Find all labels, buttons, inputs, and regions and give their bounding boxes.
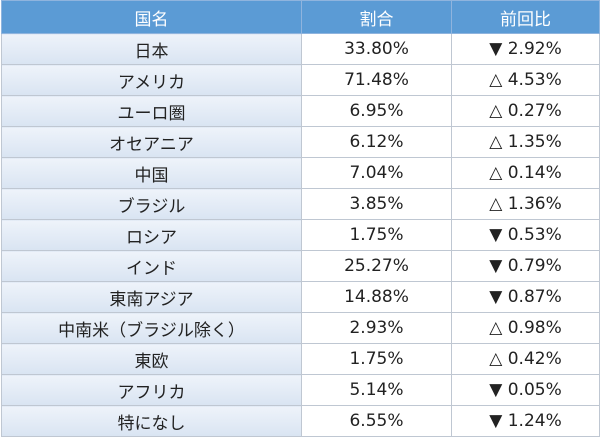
country-cell: ブラジル — [1, 188, 302, 220]
table-row: ユーロ圏 6.95% △ 0.27% — [1, 95, 600, 127]
share-cell: 3.85% — [301, 188, 452, 220]
data-table: 国名 割合 前回比 日本 33.80% ▼ 2.92% アメリカ 71.48% △ 4.53%… — [1, 0, 600, 437]
country-cell: インド — [1, 250, 302, 282]
change-cell: △ 1.36% — [451, 188, 600, 220]
table-row: ブラジル 3.85% △ 1.36% — [1, 188, 600, 220]
share-cell: 5.14% — [301, 374, 452, 406]
change-cell: ▼ 0.53% — [451, 219, 600, 251]
change-cell: △ 1.35% — [451, 126, 600, 158]
table-row: オセアニア 6.12% △ 1.35% — [1, 126, 600, 158]
share-cell: 33.80% — [301, 33, 452, 65]
change-cell: △ 0.42% — [451, 343, 600, 375]
country-cell: アメリカ — [1, 64, 302, 96]
table-row: 東欧 1.75% △ 0.42% — [1, 343, 600, 375]
share-cell: 71.48% — [301, 64, 452, 96]
country-cell: 東欧 — [1, 343, 302, 375]
share-cell: 1.75% — [301, 219, 452, 251]
change-cell: △ 0.27% — [451, 95, 600, 127]
header-cell: 前回比 — [451, 0, 600, 34]
share-cell: 6.95% — [301, 95, 452, 127]
change-cell: ▼ 0.79% — [451, 250, 600, 282]
change-cell: ▼ 2.92% — [451, 33, 600, 65]
header-row: 国名 割合 前回比 — [1, 0, 600, 34]
table-row: 中南米（ブラジル除く） 2.93% △ 0.98% — [1, 312, 600, 344]
table-header: 国名 割合 前回比 — [1, 0, 600, 34]
share-cell: 6.12% — [301, 126, 452, 158]
change-cell: △ 0.98% — [451, 312, 600, 344]
country-cell: 中国 — [1, 157, 302, 189]
table-row: 日本 33.80% ▼ 2.92% — [1, 33, 600, 65]
table-row: アフリカ 5.14% ▼ 0.05% — [1, 374, 600, 406]
table-row: インド 25.27% ▼ 0.79% — [1, 250, 600, 282]
country-cell: 日本 — [1, 33, 302, 65]
share-cell: 6.55% — [301, 405, 452, 437]
change-cell: △ 4.53% — [451, 64, 600, 96]
change-cell: ▼ 0.05% — [451, 374, 600, 406]
share-cell: 1.75% — [301, 343, 452, 375]
share-cell: 25.27% — [301, 250, 452, 282]
header-cell: 国名 — [1, 0, 302, 34]
share-cell: 14.88% — [301, 281, 452, 313]
change-cell: ▼ 1.24% — [451, 405, 600, 437]
table-row: 中国 7.04% △ 0.14% — [1, 157, 600, 189]
change-cell: △ 0.14% — [451, 157, 600, 189]
share-cell: 2.93% — [301, 312, 452, 344]
country-cell: 東南アジア — [1, 281, 302, 313]
header-cell: 割合 — [301, 0, 452, 34]
table-row: ロシア 1.75% ▼ 0.53% — [1, 219, 600, 251]
country-cell: 中南米（ブラジル除く） — [1, 312, 302, 344]
country-cell: アフリカ — [1, 374, 302, 406]
country-cell: ロシア — [1, 219, 302, 251]
country-cell: 特になし — [1, 405, 302, 437]
table-body: 日本 33.80% ▼ 2.92% アメリカ 71.48% △ 4.53% ユーロ圏 6.95… — [1, 33, 600, 437]
country-cell: オセアニア — [1, 126, 302, 158]
table-row: アメリカ 71.48% △ 4.53% — [1, 64, 600, 96]
table-row: 東南アジア 14.88% ▼ 0.87% — [1, 281, 600, 313]
table-row: 特になし 6.55% ▼ 1.24% — [1, 405, 600, 437]
country-cell: ユーロ圏 — [1, 95, 302, 127]
change-cell: ▼ 0.87% — [451, 281, 600, 313]
share-cell: 7.04% — [301, 157, 452, 189]
